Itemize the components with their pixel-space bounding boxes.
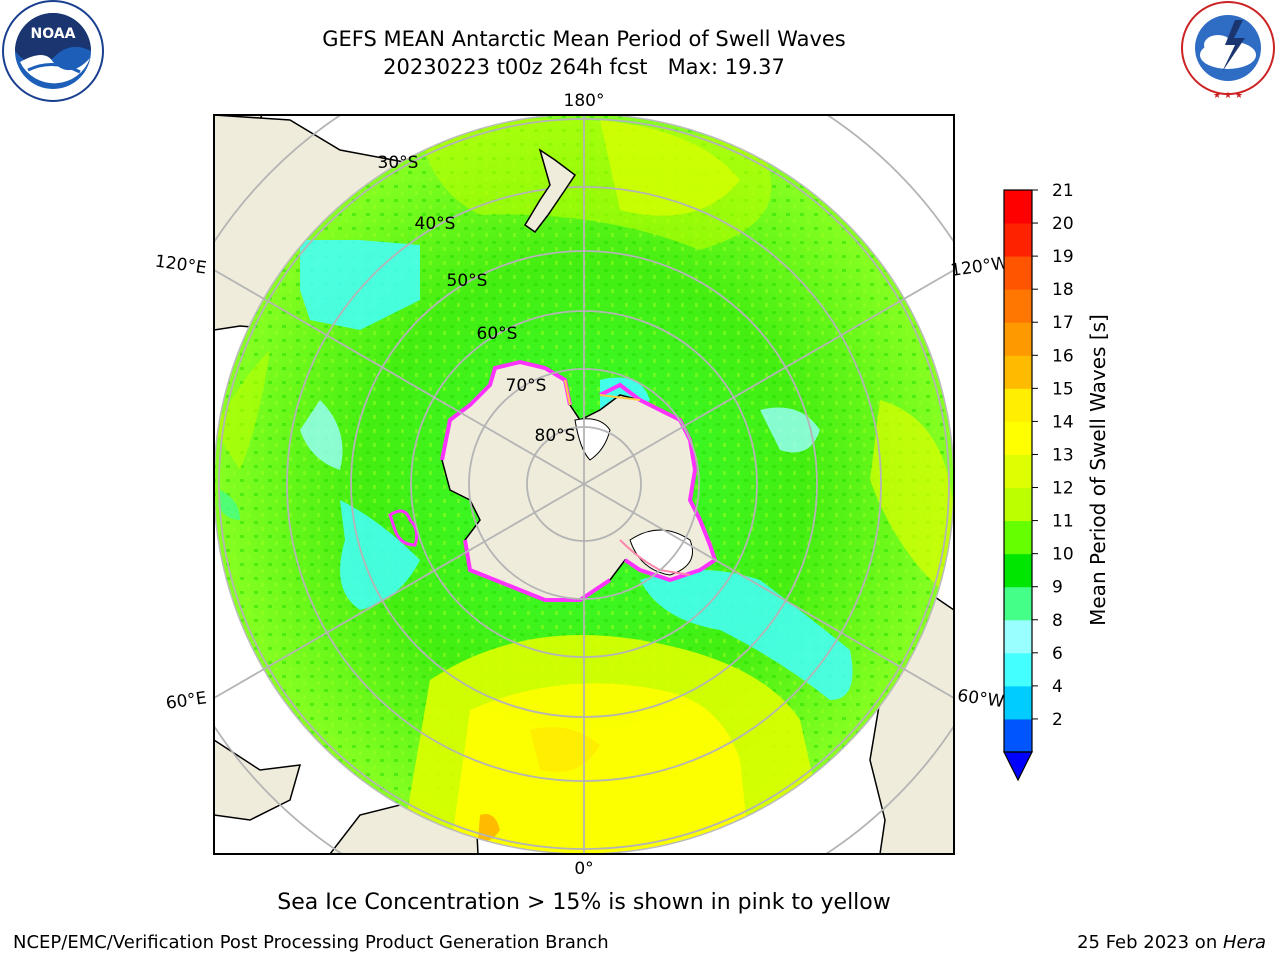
colorbar-tick-label: 10 (1052, 545, 1074, 565)
colorbar-tick-label: 13 (1052, 445, 1074, 465)
lat-label-70s: 70°S (506, 376, 547, 396)
noaa-logo-text: NOAA (31, 26, 76, 42)
lon-label-180: 180° (564, 91, 605, 111)
lat-label-50s: 50°S (447, 271, 488, 291)
colorbar-segment (1004, 520, 1032, 555)
colorbar-segment (1004, 355, 1032, 389)
lat-label-60s: 60°S (477, 324, 518, 344)
colorbar-tick-label: 11 (1052, 512, 1074, 532)
colorbar-extend-arrow (1003, 751, 1033, 782)
chart-title: GEFS MEAN Antarctic Mean Period of Swell… (322, 27, 846, 51)
colorbar-label: Mean Period of Swell Waves [s] (1086, 314, 1110, 626)
colorbar-segment (1004, 685, 1032, 720)
colorbar-segment (1004, 652, 1032, 687)
colorbar-tick-label: 6 (1052, 644, 1063, 664)
chart-subtitle: 20230223 t00z 264h fcst Max: 19.37 (383, 55, 785, 79)
colorbar-frame (1003, 189, 1033, 753)
lat-label-80s: 80°S (535, 426, 576, 446)
colorbar-segment (1004, 421, 1032, 455)
colorbar-segment (1004, 289, 1032, 323)
colorbar-tick-label: 19 (1052, 247, 1074, 267)
colorbar-segment (1004, 256, 1032, 290)
colorbar-tick-label: 2 (1052, 710, 1063, 730)
lon-label-120e: 120°E (154, 252, 208, 279)
sea-ice-note: Sea Ice Concentration > 15% is shown in … (277, 890, 891, 915)
colorbar-segment (1004, 553, 1032, 588)
footer-host: Hera (1222, 932, 1266, 953)
colorbar-segment (1004, 322, 1032, 356)
colorbar-tick-label: 14 (1052, 412, 1074, 432)
footer-date: 25 Feb 2023 on (1077, 932, 1223, 953)
lon-label-60e: 60°E (165, 688, 208, 713)
colorbar-tick-label: 12 (1052, 479, 1074, 499)
colorbar-segment (1004, 718, 1032, 753)
new-zealand (523, 148, 577, 234)
footer-run-info: 25 Feb 2023 on Hera (1077, 932, 1266, 953)
colorbar-tick-label: 4 (1052, 677, 1063, 697)
lon-label-60w: 60°W (956, 686, 1005, 712)
noaa-logo: NOAA (2, 0, 104, 102)
footer-producer: NCEP/EMC/Verification Post Processing Pr… (13, 932, 609, 953)
lon-label-120w: 120°W (949, 253, 1009, 281)
nws-logo: ★ ★ ★ (1181, 1, 1275, 101)
graticule (214, 115, 954, 854)
colorbar-segment (1004, 454, 1032, 489)
colorbar-tick-label: 9 (1052, 578, 1063, 598)
colorbar-segment (1004, 223, 1032, 257)
colorbar-tick-label: 8 (1052, 611, 1063, 631)
colorbar-tick-label: 15 (1052, 379, 1074, 399)
map-area (214, 115, 954, 854)
colorbar-tick-label: 20 (1052, 214, 1074, 234)
colorbar-segment (1004, 388, 1032, 422)
colorbar: 21 20 19 18 17 16 15 14 13 12 11 10 9 8 6 4 2 (1003, 181, 1074, 782)
colorbar-tick-label: 17 (1052, 313, 1074, 333)
colorbar-segment (1004, 619, 1032, 654)
lat-label-40s: 40°S (415, 214, 456, 234)
map-frame (213, 114, 955, 855)
colorbar-segment (1004, 487, 1032, 522)
lat-label-30s: 30°S (378, 153, 419, 173)
colorbar-tick-label: 18 (1052, 280, 1074, 300)
colorbar-segment (1004, 190, 1032, 224)
lon-label-0: 0° (574, 859, 593, 879)
colorbar-tick-label: 21 (1052, 181, 1074, 201)
colorbar-segment (1004, 586, 1032, 621)
colorbar-tick-label: 16 (1052, 346, 1074, 366)
svg-text:★ ★ ★: ★ ★ ★ (1213, 91, 1243, 101)
